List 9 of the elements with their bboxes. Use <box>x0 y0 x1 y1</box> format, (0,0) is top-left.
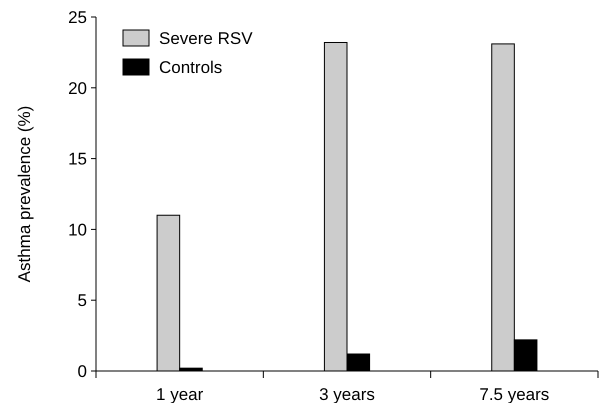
y-tick-label: 25 <box>68 8 87 27</box>
legend-label: Controls <box>159 58 222 77</box>
y-axis-title: Asthma prevalence (%) <box>15 106 34 282</box>
y-tick-label: 10 <box>68 220 87 240</box>
legend-label: Severe RSV <box>159 28 254 48</box>
y-tick-label: 5 <box>78 291 87 310</box>
y-tick-label: 0 <box>78 362 87 381</box>
y-tick-label: 20 <box>68 78 87 98</box>
y-tick-label: 15 <box>68 150 87 169</box>
